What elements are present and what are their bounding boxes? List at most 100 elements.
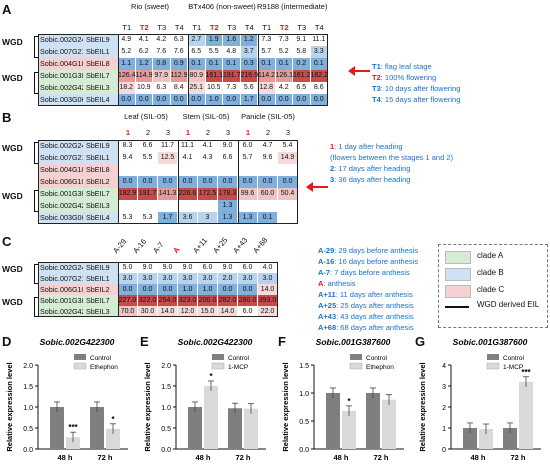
expression-value-cell: 2.7 [188,34,206,46]
legend-text: : 16 days before anthesis [334,257,419,266]
expression-value-cell: 60.0 [258,188,278,200]
gene-id-cell: Sobic.007G210700 [38,152,102,164]
legend-swatch-control [487,354,499,360]
wgd-legend-label: WGD derived EIL [477,300,540,309]
expression-value-cell: 4.3 [198,152,218,164]
gene-name-cell: SbEIL7 [83,295,118,306]
column-header: 3 [165,128,171,137]
expression-value-cell: 227.0 [118,295,138,306]
expression-value-cell: 3.0 [178,273,198,284]
legend-entry: A-7: 7 days before anthesis [318,268,410,277]
expression-value-cell: 182.9 [118,188,138,200]
column-header: 1 [125,128,131,137]
y-tick-label: 0.5 [299,419,309,426]
gene-id-cell: Sobic.007G210700 [38,273,102,284]
legend-label: Control [228,355,250,362]
x-tick-label: 72 h [97,453,112,462]
legend-key: A+43 [318,312,337,321]
expression-value-cell: 4.1 [135,34,153,46]
expression-value-cell: 6.3 [170,34,188,46]
y-axis-label: Relative expression level [418,362,427,451]
wgd-bracket [34,72,38,94]
legend-entry: A: anthesis [318,279,356,288]
expression-value-cell: 0.9 [170,58,188,70]
expression-value-cell: 15.0 [198,306,218,317]
y-axis-label: Relative expression level [143,362,152,451]
expression-value-cell: 8.3 [118,140,138,152]
column-group-label: Panicle (SIL-05) [241,112,295,121]
legend-key: A-29 [318,246,335,255]
expression-value-cell: 0.0 [198,176,218,188]
expression-value-cell: 5.5 [205,46,223,58]
legend-entry: A+68: 68 days after anthesis [318,323,414,332]
column-header: T3 [297,23,307,32]
legend-label: 1-MCP [503,364,523,371]
bar [50,407,64,449]
column-header: 2 [265,128,271,137]
legend-text: : 100% flowering [380,73,437,82]
y-tick-label: 1.0 [161,405,171,412]
gene-id-cell: Sobic.004G189100 [38,58,102,70]
expression-value-cell [178,200,198,212]
y-tick-label: 0.0 [299,447,309,454]
expression-value-cell: 1.1 [118,58,136,70]
y-tick-label: 0.0 [161,447,171,454]
expression-value-cell: 0.0 [138,176,158,188]
bar [519,381,533,449]
gene-name-cell: SbEIL7 [83,188,118,200]
x-tick-label: 48 h [57,453,72,462]
expression-value-cell [258,200,278,212]
bar [342,410,356,449]
bar [503,428,517,449]
legend-entry: A+25: 25 days after anthesis [318,301,414,310]
legend-text: : 1 day after heading [334,142,403,151]
panel-label: A [2,2,12,17]
y-tick-label: 1.5 [23,384,33,391]
expression-value-cell: 6.5 [188,46,206,58]
wgd-label: WGD [2,264,23,274]
expression-value-cell: 0.3 [240,58,258,70]
expression-value-cell: 1.6 [223,34,241,46]
wgd-bracket [34,264,38,284]
gene-name-cell: SbEIL8 [83,164,118,176]
panel-label: G [415,334,426,349]
group-separator [178,140,179,224]
expression-value-cell: 97.9 [153,70,171,82]
expression-value-cell [138,164,158,176]
gene-id-cell: Sobic.002G422300 [38,200,102,212]
clade-legend-label: clade B [477,268,504,277]
expression-value-cell: 7.6 [170,46,188,58]
wgd-label: WGD [2,143,23,153]
expression-value-cell: 9.4 [118,152,138,164]
gene-id-cell: Sobic.001G387600 [38,295,102,306]
expression-value-cell: 3.0 [138,273,158,284]
legend-text: (flowers between the stages 1 and 2) [330,153,453,162]
group-separator [258,34,259,106]
bar [463,428,477,449]
chart-title: Sobic.002G422300 [40,337,115,347]
legend-swatch-control [350,354,362,360]
expression-value-cell: 6.6 [218,152,238,164]
column-header: T2 [139,23,149,32]
legend-key: T1 [372,62,381,71]
legend-swatch-control [212,354,224,360]
expression-value-cell: 7.6 [153,46,171,58]
expression-value-cell: 0.0 [118,176,138,188]
expression-value-cell [118,164,138,176]
gene-name-cell: SbEIL1 [83,273,118,284]
expression-value-cell: 191.7 [138,188,158,200]
y-tick-label: 1 [442,426,446,433]
bar [244,408,258,449]
expression-value-cell: 70.0 [118,306,138,317]
expression-value-cell: 0.1 [223,58,241,70]
bar-chart-svg: Sobic.002G422300 0.0 0.5 1.0 1.5 2.0 Relative … [143,337,266,462]
expression-value-cell: 7.3 [223,82,241,94]
column-header: 3 [225,128,231,137]
expression-value-cell: 14.0 [158,306,178,317]
y-tick-label: 1.5 [299,363,309,370]
x-tick-label: 72 h [510,453,525,462]
gene-id-cell: Sobic.003G068700 [38,212,102,224]
legend-swatch-treatment [349,362,363,370]
expression-value-cell: 6.3 [153,82,171,94]
expression-value-cell: 280.0 [238,295,258,306]
